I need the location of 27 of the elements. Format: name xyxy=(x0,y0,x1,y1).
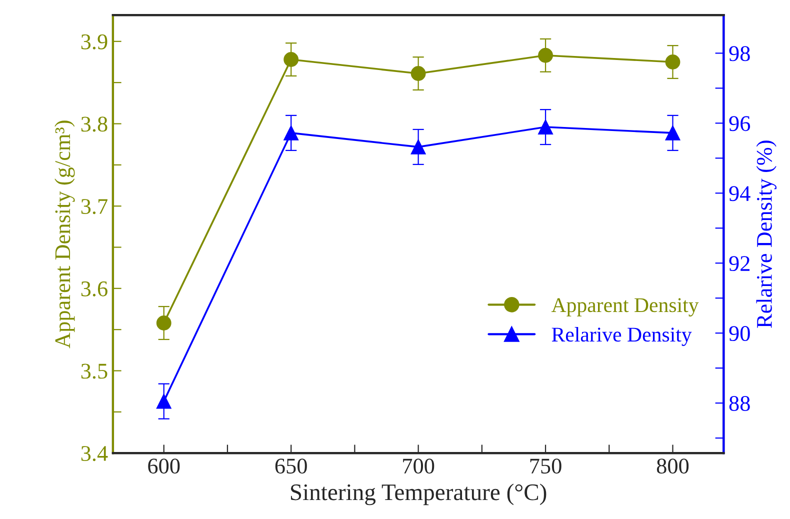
point xyxy=(284,52,299,67)
point xyxy=(156,316,172,330)
y2-axis-title: Relarive Density (%) xyxy=(756,140,776,328)
y2-tick-label: 96 xyxy=(729,116,750,132)
y-tick-label: 3.6 xyxy=(81,281,108,296)
point xyxy=(156,394,172,409)
point xyxy=(538,48,553,63)
legend-label: Apparent Density xyxy=(551,298,699,316)
legend-label: Relarive Density xyxy=(552,327,692,346)
y-axis-title: Apparent Density (g/cm³) xyxy=(54,120,75,348)
y-tick-label: 3.7 xyxy=(81,199,108,214)
x-tick-label: 650 xyxy=(275,458,307,474)
y-tick-label: 3.5 xyxy=(81,364,108,379)
y2-tick-label: 98 xyxy=(729,46,750,62)
x-axis-title: Sintering Temperature (°C) xyxy=(290,484,546,506)
y2-tick-label: 88 xyxy=(729,396,750,411)
y-tick-label: 3.9 xyxy=(81,34,108,50)
x-tick-label: 800 xyxy=(656,458,689,474)
x-tick-label: 700 xyxy=(403,458,434,474)
y2-tick-label: 94 xyxy=(729,186,750,202)
y-tick-label: 3.8 xyxy=(81,116,108,132)
x-tick-label: 750 xyxy=(530,458,562,474)
y-tick-label: 3.4 xyxy=(81,446,108,462)
y2-tick-label: 92 xyxy=(729,256,750,272)
x-tick-label: 600 xyxy=(148,458,180,474)
point xyxy=(284,125,299,140)
y2-tick-label: 90 xyxy=(729,326,750,342)
